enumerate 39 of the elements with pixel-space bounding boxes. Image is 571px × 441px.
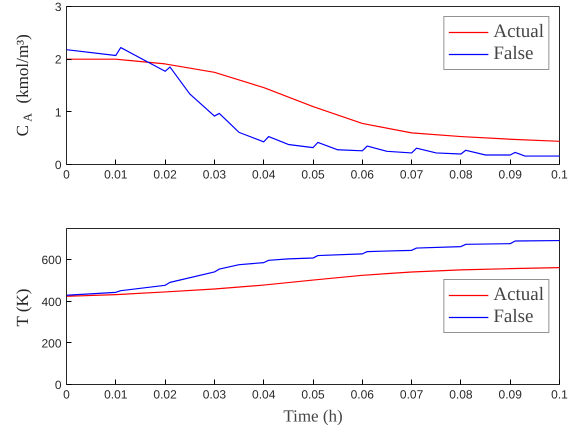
y-tick-label: 1 xyxy=(54,105,62,120)
y-axis-title: CA (kmol/m³) xyxy=(13,34,34,136)
y-tick-label: 0 xyxy=(54,378,62,392)
x-tick-label: 0.05 xyxy=(301,388,326,402)
x-tick-label: 0.07 xyxy=(400,168,424,182)
x-tick-label: 0 xyxy=(63,388,70,402)
line-series xyxy=(66,46,560,157)
line-series xyxy=(66,58,560,142)
y-tick-label: 400 xyxy=(41,294,62,309)
x-tick-label: 0.03 xyxy=(202,168,226,182)
x-tick-label: 0.01 xyxy=(104,388,128,402)
x-tick-label: 0.09 xyxy=(498,168,522,182)
x-tick-label: 0.04 xyxy=(252,388,276,402)
x-tick-label: 0.09 xyxy=(498,388,522,402)
y-tick-label: 3 xyxy=(54,0,62,14)
x-tick-label: 0.02 xyxy=(153,388,178,402)
x-tick-label: 0.08 xyxy=(449,168,473,182)
legend-label: Actual xyxy=(493,21,544,43)
y-tick-label: 0 xyxy=(54,158,62,172)
x-tick-label: 0 xyxy=(63,168,70,182)
x-tick-label: 0.1 xyxy=(551,388,568,402)
x-tick-label: 0.1 xyxy=(551,168,568,182)
y-tick-label: 200 xyxy=(41,336,62,350)
x-axis-title: Time (h) xyxy=(283,406,343,426)
legend-label: False xyxy=(493,306,534,328)
x-tick-label: 0.06 xyxy=(350,388,374,402)
y-tick-label: 2 xyxy=(54,52,62,67)
x-tick-label: 0.06 xyxy=(350,168,374,182)
x-tick-label: 0.01 xyxy=(104,168,128,182)
legend-label: Actual xyxy=(493,284,544,306)
x-tick-label: 0.02 xyxy=(153,168,178,182)
y-axis-title: T (K) xyxy=(13,288,32,327)
y-tick-label: 600 xyxy=(41,253,62,268)
x-tick-label: 0.03 xyxy=(202,388,226,402)
legend-label: False xyxy=(493,43,534,65)
x-tick-label: 0.08 xyxy=(449,388,473,402)
x-tick-label: 0.07 xyxy=(400,388,424,402)
x-tick-label: 0.05 xyxy=(301,168,326,182)
x-tick-label: 0.04 xyxy=(252,168,276,182)
